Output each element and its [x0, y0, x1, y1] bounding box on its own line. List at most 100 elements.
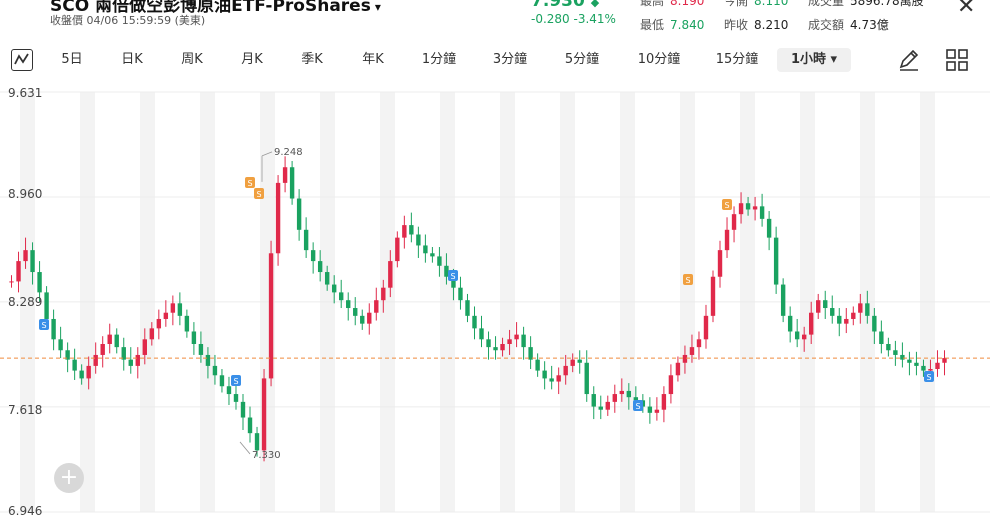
stat-open: 今開 8.110 [724, 0, 788, 9]
candle-body [219, 375, 225, 387]
stat-volume: 成交量 5896.78萬股 [808, 0, 924, 9]
candle-body [570, 359, 575, 366]
indicator-icon[interactable] [11, 49, 33, 71]
candle-body [339, 292, 344, 301]
candle-body [451, 276, 456, 288]
candle-body [794, 331, 800, 340]
candle-body [865, 303, 870, 316]
ticker-title: SCO 兩倍做空彭博原油ETF-ProShares [50, 0, 371, 16]
candle-body [689, 347, 695, 355]
candle-body [44, 292, 49, 319]
candle-body [79, 370, 84, 379]
candle-body [205, 354, 211, 366]
stat-label: 最高 [640, 0, 665, 8]
candle-body [935, 362, 940, 370]
candle-body [619, 390, 625, 395]
trade-badge-label: S [256, 190, 261, 199]
candle-body [809, 312, 814, 335]
candle-body [823, 300, 828, 309]
candle-body [872, 315, 877, 332]
candle-body [30, 250, 35, 273]
candle-body [780, 284, 786, 316]
candle-body [317, 261, 323, 273]
candle-body [703, 315, 709, 340]
candle-body [584, 362, 589, 395]
candle-body [367, 312, 372, 324]
candle-body [528, 347, 533, 360]
candle-body [121, 347, 126, 360]
grid-icon[interactable] [944, 47, 970, 77]
y-tick-label: 6.946 [8, 504, 43, 518]
tab-month[interactable]: 月K [241, 52, 263, 67]
price-value: 7.930 [531, 0, 585, 11]
candle-body [310, 250, 316, 262]
candle-body [549, 378, 554, 382]
candle-body [759, 206, 765, 219]
tab-10min[interactable]: 10分鐘 [637, 52, 681, 67]
trade-badge-label: S [724, 201, 729, 210]
stat-prev-close: 昨收 8.210 [724, 16, 788, 33]
candle-body [682, 354, 688, 363]
tab-1hour[interactable]: 1小時 ▾ [777, 48, 851, 72]
trade-badge [722, 199, 732, 210]
close-icon[interactable]: ✕ [957, 0, 976, 19]
price-chart[interactable]: 9.248 7.330 S S S S S S S S S [0, 79, 990, 519]
tab-5d[interactable]: 5日 [61, 52, 83, 67]
candle-body [100, 344, 105, 355]
candle-body [479, 328, 484, 340]
candle-body [282, 167, 288, 183]
tab-1min[interactable]: 1分鐘 [421, 52, 457, 67]
candle-body [296, 198, 302, 230]
candle-body [240, 401, 246, 418]
candle-body [752, 206, 758, 210]
trade-badge-label: S [41, 321, 46, 330]
stat-value: 8.110 [754, 0, 789, 8]
tab-year[interactable]: 年K [362, 52, 384, 67]
candle-body [830, 308, 835, 316]
ticker-selector[interactable]: SCO 兩倍做空彭博原油ETF-ProShares ▾ [50, 0, 381, 16]
candle-body [661, 394, 667, 410]
candle-body [9, 281, 14, 283]
tab-3min[interactable]: 3分鐘 [492, 52, 528, 67]
plus-icon[interactable]: + [54, 463, 84, 493]
candle-body [851, 312, 856, 319]
candle-body [886, 344, 891, 351]
candle-body [402, 225, 407, 238]
tab-5min[interactable]: 5分鐘 [564, 52, 600, 67]
candle-body [149, 328, 155, 340]
quote-header: SCO 兩倍做空彭博原油ETF-ProShares ▾ 收盤價 04/06 15:… [0, 0, 990, 36]
candle-body [142, 339, 147, 355]
candle-body [289, 167, 295, 199]
candle-body [444, 265, 449, 277]
candle-body [801, 334, 807, 340]
candle-body [787, 315, 793, 332]
pen-icon[interactable] [896, 47, 922, 77]
candle-body [177, 303, 183, 316]
down-arrow-icon: ◆ [590, 0, 600, 9]
candle-body [710, 276, 716, 316]
candle-body [577, 359, 582, 363]
tab-week[interactable]: 周K [181, 52, 203, 67]
trade-badge [231, 375, 241, 386]
candle-body [745, 203, 751, 210]
candle-body [521, 334, 526, 348]
close-info: 收盤價 04/06 15:59:59 (美東) [50, 14, 206, 27]
candle-body [16, 261, 21, 282]
candle-body [51, 318, 56, 340]
candle-body [837, 315, 842, 324]
tab-15min[interactable]: 15分鐘 [715, 52, 759, 67]
tab-quarter[interactable]: 季K [301, 52, 323, 67]
candle-body [654, 409, 660, 413]
high-price-label: 9.248 [274, 147, 303, 158]
trade-badge-label: S [247, 179, 252, 188]
candle-body [486, 339, 491, 348]
tab-day[interactable]: 日K [121, 52, 143, 67]
trade-badge-label: S [926, 373, 931, 382]
candle-body [921, 365, 926, 371]
chevron-down-icon: ▾ [374, 0, 381, 14]
candle-body [374, 300, 379, 313]
candle-body [156, 318, 162, 329]
stat-value: 8.190 [670, 0, 705, 8]
candle-body [858, 303, 863, 313]
candle-body [612, 394, 617, 402]
